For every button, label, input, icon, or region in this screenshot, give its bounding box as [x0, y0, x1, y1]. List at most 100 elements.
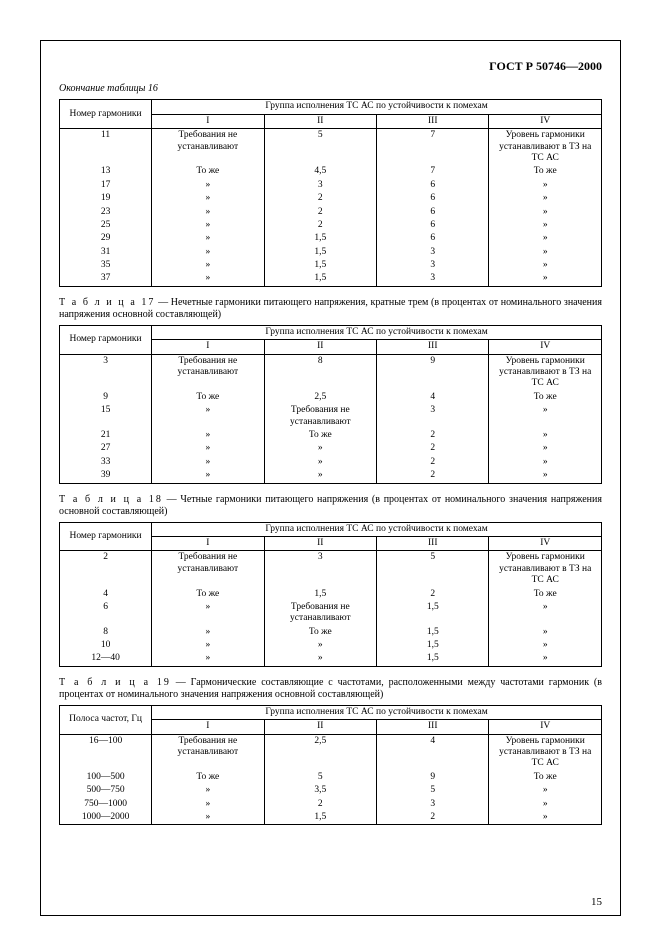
- table-cell: 4,5: [264, 165, 376, 178]
- table-cell: »: [152, 272, 264, 286]
- table-cell: То же: [152, 588, 264, 601]
- table-cell: 4: [60, 588, 152, 601]
- table-cell: 29: [60, 232, 152, 245]
- page-number: 15: [591, 896, 602, 909]
- table-cell: 9: [377, 771, 489, 784]
- table-cell: 1,5: [264, 232, 376, 245]
- table-cell: »: [489, 232, 602, 245]
- table18-caption: Т а б л и ц а 18 — Четные гармоники пита…: [59, 494, 602, 518]
- table-cell: »: [489, 246, 602, 259]
- table-cell: То же: [152, 771, 264, 784]
- table-cell: 2: [377, 811, 489, 825]
- col-harmonic: Номер гармоники: [60, 522, 152, 551]
- group-col: II: [264, 720, 376, 734]
- table-cell: »: [489, 179, 602, 192]
- table-cell: »: [264, 456, 376, 469]
- table-cell: »: [489, 429, 602, 442]
- table-cell: Требования не устанавливают: [264, 404, 376, 429]
- table-cell: 3: [60, 354, 152, 391]
- table-cell: 6: [60, 601, 152, 626]
- table-cell: »: [264, 639, 376, 652]
- group-col: IV: [489, 114, 602, 128]
- table-cell: 17: [60, 179, 152, 192]
- group-header: Группа исполнения ТС АС по устойчивости …: [152, 705, 602, 719]
- group-col: IV: [489, 536, 602, 550]
- table-cell: »: [152, 232, 264, 245]
- group-col: I: [152, 536, 264, 550]
- table-cell: 13: [60, 165, 152, 178]
- table-cell: 100—500: [60, 771, 152, 784]
- table-cell: 27: [60, 442, 152, 455]
- group-col: IV: [489, 720, 602, 734]
- table-cell: 37: [60, 272, 152, 286]
- table-cell: »: [489, 626, 602, 639]
- table-cell: 2: [264, 192, 376, 205]
- table-cell: 21: [60, 429, 152, 442]
- table-cell: 2,5: [264, 734, 376, 771]
- group-col: I: [152, 340, 264, 354]
- table-cell: 6: [377, 219, 489, 232]
- table-cell: »: [489, 442, 602, 455]
- table-cell: 5: [264, 129, 376, 166]
- table-cell: 2: [377, 469, 489, 483]
- table-cell: »: [489, 206, 602, 219]
- col-harmonic: Номер гармоники: [60, 325, 152, 354]
- table-cell: 9: [60, 391, 152, 404]
- table-cell: »: [152, 798, 264, 811]
- table-cell: 2: [377, 588, 489, 601]
- table17-caption: Т а б л и ц а 17 — Нечетные гармоники пи…: [59, 297, 602, 321]
- col-harmonic: Номер гармоники: [60, 100, 152, 129]
- table-cell: 39: [60, 469, 152, 483]
- table-cell: 1,5: [377, 652, 489, 666]
- group-col: I: [152, 114, 264, 128]
- table-cell: 25: [60, 219, 152, 232]
- table-cell: »: [152, 442, 264, 455]
- group-col: III: [377, 114, 489, 128]
- table-cell: »: [152, 652, 264, 666]
- table-cell: 2: [264, 798, 376, 811]
- table-cell: 1,5: [264, 588, 376, 601]
- table-cell: 7: [377, 129, 489, 166]
- table-cell: 4: [377, 734, 489, 771]
- table-cell: »: [152, 179, 264, 192]
- table-cell: То же: [489, 771, 602, 784]
- table-cell: 1,5: [377, 601, 489, 626]
- group-col: III: [377, 720, 489, 734]
- table-cell: »: [152, 192, 264, 205]
- table-cell: »: [489, 639, 602, 652]
- group-header: Группа исполнения ТС АС по устойчивости …: [152, 100, 602, 114]
- table-cell: 3: [377, 404, 489, 429]
- table-cell: 12—40: [60, 652, 152, 666]
- table-cell: 3: [264, 179, 376, 192]
- table18: Номер гармоники Группа исполнения ТС АС …: [59, 522, 602, 667]
- table-cell: 11: [60, 129, 152, 166]
- table-cell: Требования не устанавливают: [264, 601, 376, 626]
- table-cell: 23: [60, 206, 152, 219]
- table19: Полоса частот, Гц Группа исполнения ТС А…: [59, 705, 602, 826]
- table-cell: »: [489, 404, 602, 429]
- table-cell: 16—100: [60, 734, 152, 771]
- table-cell: 2: [377, 429, 489, 442]
- table-cell: Требования не устанавливают: [152, 551, 264, 588]
- table-cell: »: [489, 652, 602, 666]
- table-cell: То же: [489, 588, 602, 601]
- table-cell: »: [489, 811, 602, 825]
- table-cell: Уровень гармоники устанавливают в ТЗ на …: [489, 354, 602, 391]
- table-cell: »: [152, 246, 264, 259]
- table-cell: »: [489, 272, 602, 286]
- table-cell: »: [152, 219, 264, 232]
- table-cell: 1,5: [264, 246, 376, 259]
- table-cell: »: [152, 259, 264, 272]
- table-cell: »: [152, 404, 264, 429]
- table-cell: »: [264, 442, 376, 455]
- table-cell: 8: [264, 354, 376, 391]
- table-cell: 5: [377, 784, 489, 797]
- table-cell: 1,5: [264, 259, 376, 272]
- table-cell: То же: [152, 165, 264, 178]
- table16-continuation: Окончание таблицы 16: [59, 83, 602, 95]
- table-cell: То же: [489, 391, 602, 404]
- table-cell: Уровень гармоники устанавливают в ТЗ на …: [489, 551, 602, 588]
- table-cell: 5: [377, 551, 489, 588]
- group-col: III: [377, 536, 489, 550]
- table-cell: 1,5: [377, 639, 489, 652]
